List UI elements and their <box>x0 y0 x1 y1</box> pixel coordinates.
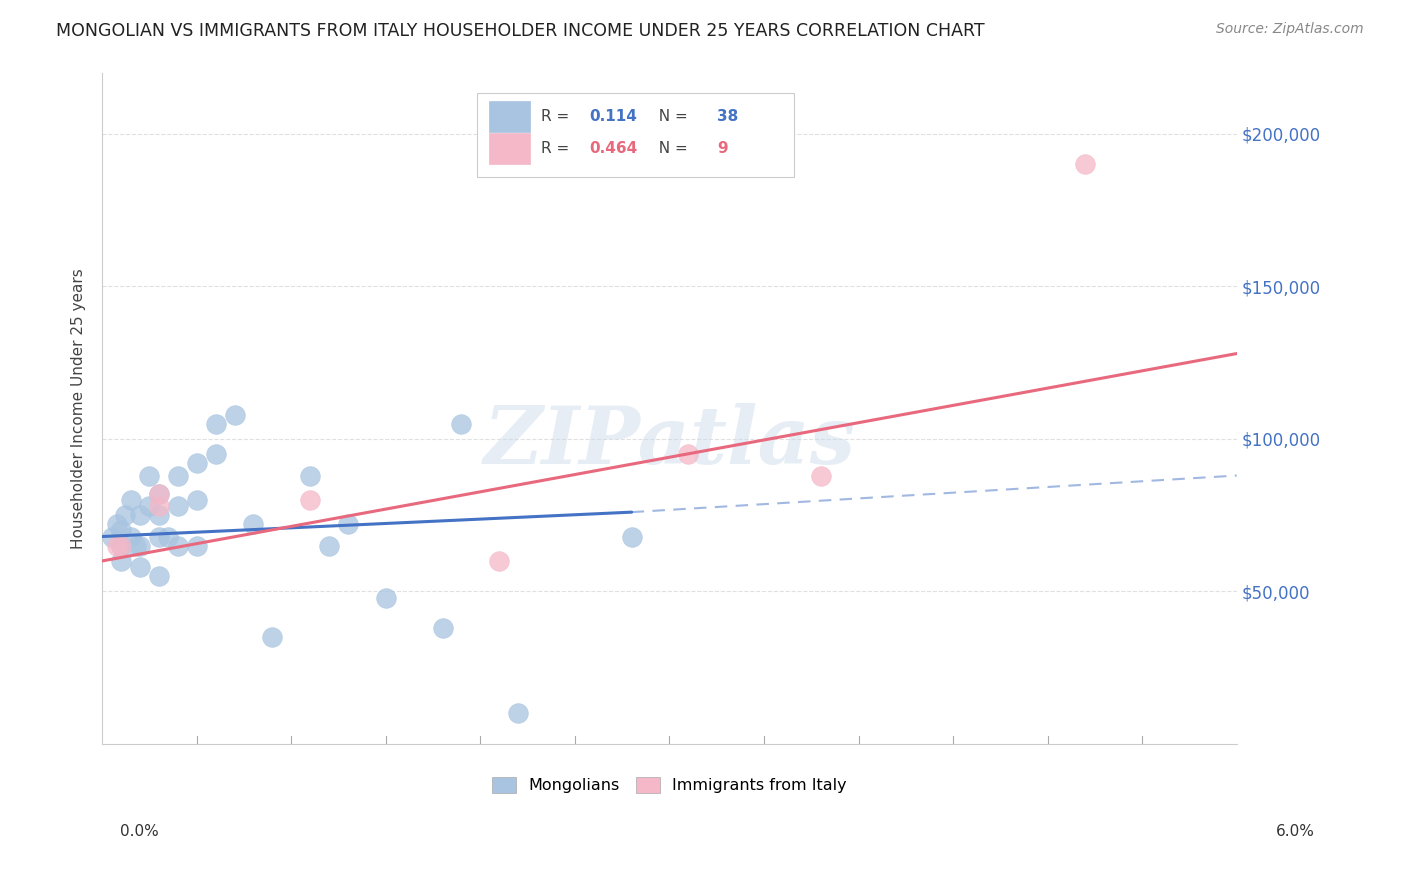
Point <box>110 554 132 568</box>
Point <box>105 517 128 532</box>
Point <box>262 630 284 644</box>
Text: ZIPatlas: ZIPatlas <box>484 403 855 481</box>
Point <box>148 487 170 501</box>
Point <box>374 591 396 605</box>
Point <box>1074 157 1097 171</box>
Text: MONGOLIAN VS IMMIGRANTS FROM ITALY HOUSEHOLDER INCOME UNDER 25 YEARS CORRELATION: MONGOLIAN VS IMMIGRANTS FROM ITALY HOUSE… <box>56 22 984 40</box>
Text: Source: ZipAtlas.com: Source: ZipAtlas.com <box>1216 22 1364 37</box>
Text: N =: N = <box>650 109 693 124</box>
Point <box>148 529 170 543</box>
Point <box>337 517 360 532</box>
Point <box>186 539 208 553</box>
FancyBboxPatch shape <box>477 93 794 177</box>
Legend: Mongolians, Immigrants from Italy: Mongolians, Immigrants from Italy <box>485 771 853 799</box>
Point <box>810 468 832 483</box>
Point <box>299 468 322 483</box>
Point <box>110 524 132 538</box>
Point <box>138 499 160 513</box>
Text: R =: R = <box>541 109 575 124</box>
Point <box>148 487 170 501</box>
Point <box>678 447 700 461</box>
Text: 9: 9 <box>717 141 728 156</box>
Point <box>450 417 472 431</box>
Point <box>299 492 322 507</box>
Text: 6.0%: 6.0% <box>1275 824 1315 839</box>
Text: 0.114: 0.114 <box>589 109 637 124</box>
Point <box>148 569 170 583</box>
Text: N =: N = <box>650 141 693 156</box>
Point <box>129 508 152 523</box>
Point <box>166 539 188 553</box>
Text: R =: R = <box>541 141 575 156</box>
Point <box>148 508 170 523</box>
Point <box>166 499 188 513</box>
Point <box>186 492 208 507</box>
Text: 38: 38 <box>717 109 738 124</box>
Point <box>125 539 148 553</box>
Point <box>114 508 136 523</box>
Text: 0.0%: 0.0% <box>120 824 159 839</box>
Point <box>318 539 340 553</box>
Point <box>120 529 142 543</box>
Point <box>432 621 454 635</box>
Point <box>100 529 122 543</box>
Point <box>186 456 208 470</box>
Point <box>204 447 226 461</box>
Y-axis label: Householder Income Under 25 years: Householder Income Under 25 years <box>72 268 86 549</box>
Point <box>129 539 152 553</box>
Point <box>120 492 142 507</box>
Point <box>110 539 132 553</box>
Point <box>204 417 226 431</box>
Point <box>224 408 246 422</box>
Point <box>242 517 264 532</box>
Point <box>105 539 128 553</box>
Point <box>157 529 180 543</box>
FancyBboxPatch shape <box>489 134 530 164</box>
Point <box>166 468 188 483</box>
Point <box>620 529 643 543</box>
Text: 0.464: 0.464 <box>589 141 637 156</box>
Point <box>129 560 152 574</box>
Point <box>148 499 170 513</box>
FancyBboxPatch shape <box>489 101 530 132</box>
Point <box>110 539 132 553</box>
Point <box>508 706 530 721</box>
Point <box>488 554 510 568</box>
Point <box>138 468 160 483</box>
